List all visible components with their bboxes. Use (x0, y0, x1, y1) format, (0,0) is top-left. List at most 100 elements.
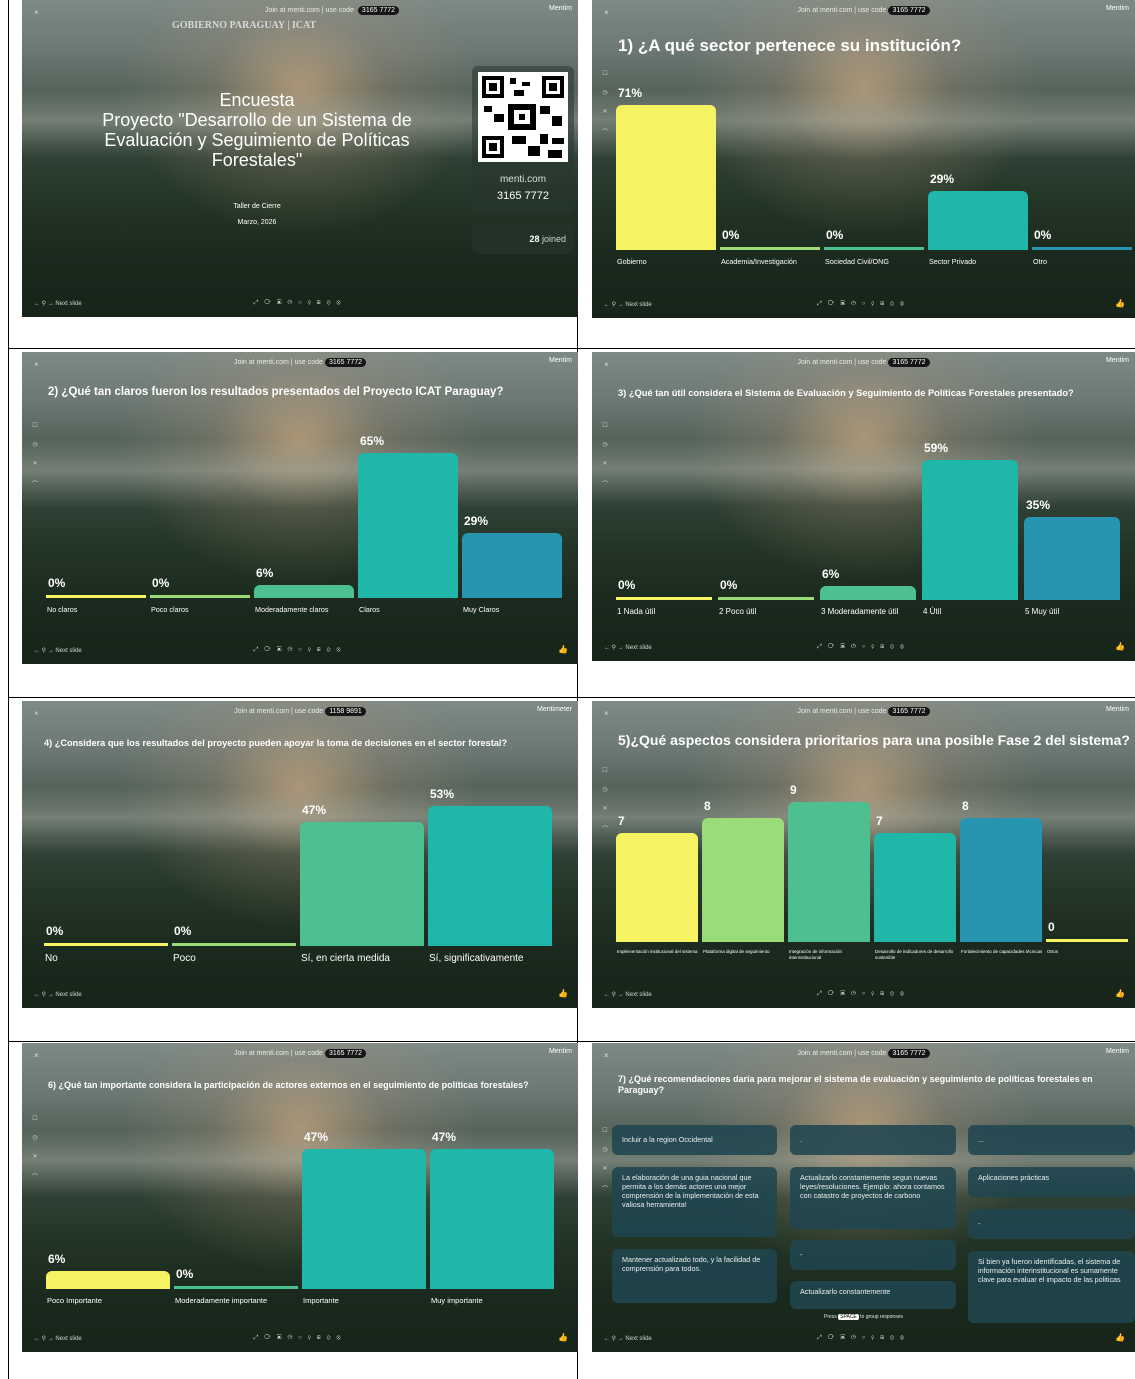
data-label: 47% (432, 1130, 457, 1144)
next-slide-button[interactable]: ← ⚲ → Next slide (34, 992, 82, 998)
close-icon[interactable]: × (604, 1051, 609, 1060)
side-tools[interactable]: ☐ ◷ ✕ ⌒ (31, 423, 38, 488)
chart-bar (46, 595, 146, 598)
reaction-icon[interactable]: 👍 (1115, 642, 1125, 651)
question-title: 6) ¿Qué tan importante considera la part… (48, 1080, 529, 1090)
next-slide-button[interactable]: ← ⚲ → Next slide (604, 302, 652, 308)
reaction-icon[interactable]: 👍 (558, 989, 568, 998)
category-label: 3 Moderadamente útil (821, 607, 899, 616)
presenter-toolbar: ← ⚲ → Next slide ⤢⟳▣◷○⚲⊞⊘⊗ 👍 (22, 1333, 578, 1347)
response-card[interactable]: . (790, 1125, 956, 1155)
side-tools[interactable]: ☐ ◷ ✕ ⌒ (601, 1128, 608, 1193)
category-label: Gobierno (617, 257, 647, 266)
reaction-icon[interactable]: 👍 (1115, 1333, 1125, 1342)
group-hint: Press SPACE to group responses (824, 1314, 903, 1320)
toolbar-icons[interactable]: ⤢⟳▣◷○⚲⊞⊘⊗ (253, 647, 347, 653)
data-label: 0% (48, 576, 66, 590)
qr-code-icon[interactable] (478, 72, 568, 162)
side-tools[interactable]: ☐ ◷ ✕ ⌒ (601, 423, 608, 488)
side-tools[interactable]: ☐ ◷ ✕ ⌒ (601, 768, 608, 833)
category-label: Fortalecimiento de capacidades técnicas (961, 949, 1043, 954)
chart-bar (44, 943, 168, 946)
close-icon[interactable]: × (34, 8, 39, 17)
data-label: 59% (924, 441, 949, 455)
data-label: 29% (930, 171, 955, 186)
response-card[interactable]: Si bien ya fueron identificadas, el sist… (968, 1251, 1135, 1323)
join-panel: menti.com 3165 7772 (472, 66, 574, 214)
chart-bar (616, 105, 716, 250)
data-label: 7 (618, 814, 625, 829)
data-label: 8 (962, 798, 969, 813)
reaction-icon[interactable]: 👍 (558, 1333, 568, 1342)
toolbar-icons[interactable]: ⤢⟳▣◷○⚲⊞⊘⊗ (817, 991, 910, 997)
response-card[interactable]: Aplicaciones prácticas (968, 1167, 1135, 1197)
chart-bar (720, 247, 820, 250)
mentimeter-logo: Mentim (549, 5, 572, 12)
chart-bar (702, 817, 784, 942)
join-text: Join at menti.com | use code (797, 708, 887, 715)
response-card[interactable]: - (790, 1240, 956, 1270)
join-text: Join at menti.com | use code (233, 1050, 323, 1057)
reaction-icon[interactable]: 👍 (1115, 989, 1125, 998)
menti-url[interactable]: menti.com (499, 174, 547, 185)
mentimeter-logo: Mentim (1106, 357, 1129, 364)
response-card[interactable]: Incluir a la region Occidental (612, 1125, 777, 1155)
join-text: Join at menti.com | use code (797, 7, 887, 14)
close-icon[interactable]: × (604, 709, 609, 718)
chart-bar (172, 943, 296, 946)
join-code: 3165 7772 (888, 358, 930, 367)
side-tools[interactable]: ☐ ◷ ✕ ⌒ (31, 1116, 38, 1181)
category-label: No claros (47, 605, 78, 614)
reaction-icon[interactable]: 👍 (1115, 299, 1125, 308)
category-label: Implementación institucional del sistema (617, 949, 698, 954)
chart-bar (824, 247, 924, 250)
toolbar-icons[interactable]: ⤢⟳▣◷○⚲⊞⊘⊗ (817, 1335, 910, 1341)
close-icon[interactable]: × (604, 8, 609, 17)
data-label: 29% (464, 514, 489, 529)
join-text: Join at menti.com | use code (797, 1050, 887, 1057)
chart-bar (1046, 939, 1128, 942)
data-label: 0% (152, 576, 170, 590)
close-icon[interactable]: × (34, 360, 39, 369)
side-tools[interactable]: ☐ ◷ ✕ ⌒ (601, 71, 608, 136)
question-title: 1) ¿A qué sector pertenece su institució… (618, 36, 962, 55)
next-slide-button[interactable]: ← ⚲ → Next slide (34, 301, 82, 307)
toolbar-icons[interactable]: ⤢⟳▣◷○⚲⊞⊘⊗ (253, 1335, 347, 1341)
reaction-icon[interactable]: 👍 (558, 645, 568, 654)
response-card[interactable]: Actualizarlo constantemente (790, 1281, 956, 1309)
next-slide-button[interactable]: ← ⚲ → Next slide (34, 1336, 82, 1342)
response-card[interactable]: ... (968, 1125, 1135, 1155)
mentimeter-logo: Mentim (549, 1048, 572, 1055)
close-icon[interactable]: × (34, 1051, 39, 1060)
response-card[interactable]: Actualizarlo constantemente segun nuevas… (790, 1167, 956, 1229)
join-code: 3165 7772 (324, 1049, 367, 1058)
category-label: Otro (1033, 257, 1047, 266)
close-icon[interactable]: × (604, 360, 609, 369)
join-code: 3165 7772 (324, 358, 367, 367)
data-label: 0% (826, 228, 844, 242)
next-slide-button[interactable]: ← ⚲ → Next slide (34, 648, 82, 654)
chart-bar (718, 597, 814, 600)
chart-bar (616, 597, 712, 600)
presenter-toolbar: ← ⚲ → Next slide ⤢⟳▣◷○⚲⊞⊘⊗ 👍 (592, 642, 1135, 656)
chart-bar (358, 453, 458, 598)
chart-bar (302, 1149, 426, 1289)
category-label: Desarrollo de indicadores de desarrollo … (875, 949, 954, 960)
category-label: 4 Útil (923, 607, 942, 616)
question-title: 7) ¿Qué recomendaciones daría para mejor… (618, 1074, 1093, 1095)
toolbar-icons[interactable]: ⤢⟳▣◷○⚲⊞⊘⊗ (817, 301, 910, 307)
next-slide-button[interactable]: ← ⚲ → Next slide (604, 645, 652, 651)
next-slide-button[interactable]: ← ⚲ → Next slide (604, 1336, 652, 1342)
response-card[interactable]: La elaboración de una guia nacional que … (612, 1167, 777, 1237)
data-label: 8 (704, 798, 711, 813)
close-icon[interactable]: × (34, 709, 39, 718)
toolbar-icons[interactable]: ⤢⟳▣◷○⚲⊞⊘⊗ (253, 300, 347, 306)
response-card[interactable]: - (968, 1209, 1135, 1239)
chart-bar (874, 833, 956, 942)
toolbar-icons[interactable]: ⤢⟳▣◷○⚲⊞⊘⊗ (817, 644, 910, 650)
data-label: 47% (302, 802, 327, 817)
response-card[interactable]: Mantener actualizado todo, y la facilida… (612, 1249, 777, 1303)
category-label: 2 Poco útil (719, 607, 757, 616)
data-label: 47% (304, 1130, 329, 1144)
next-slide-button[interactable]: ← ⚲ → Next slide (604, 992, 652, 998)
